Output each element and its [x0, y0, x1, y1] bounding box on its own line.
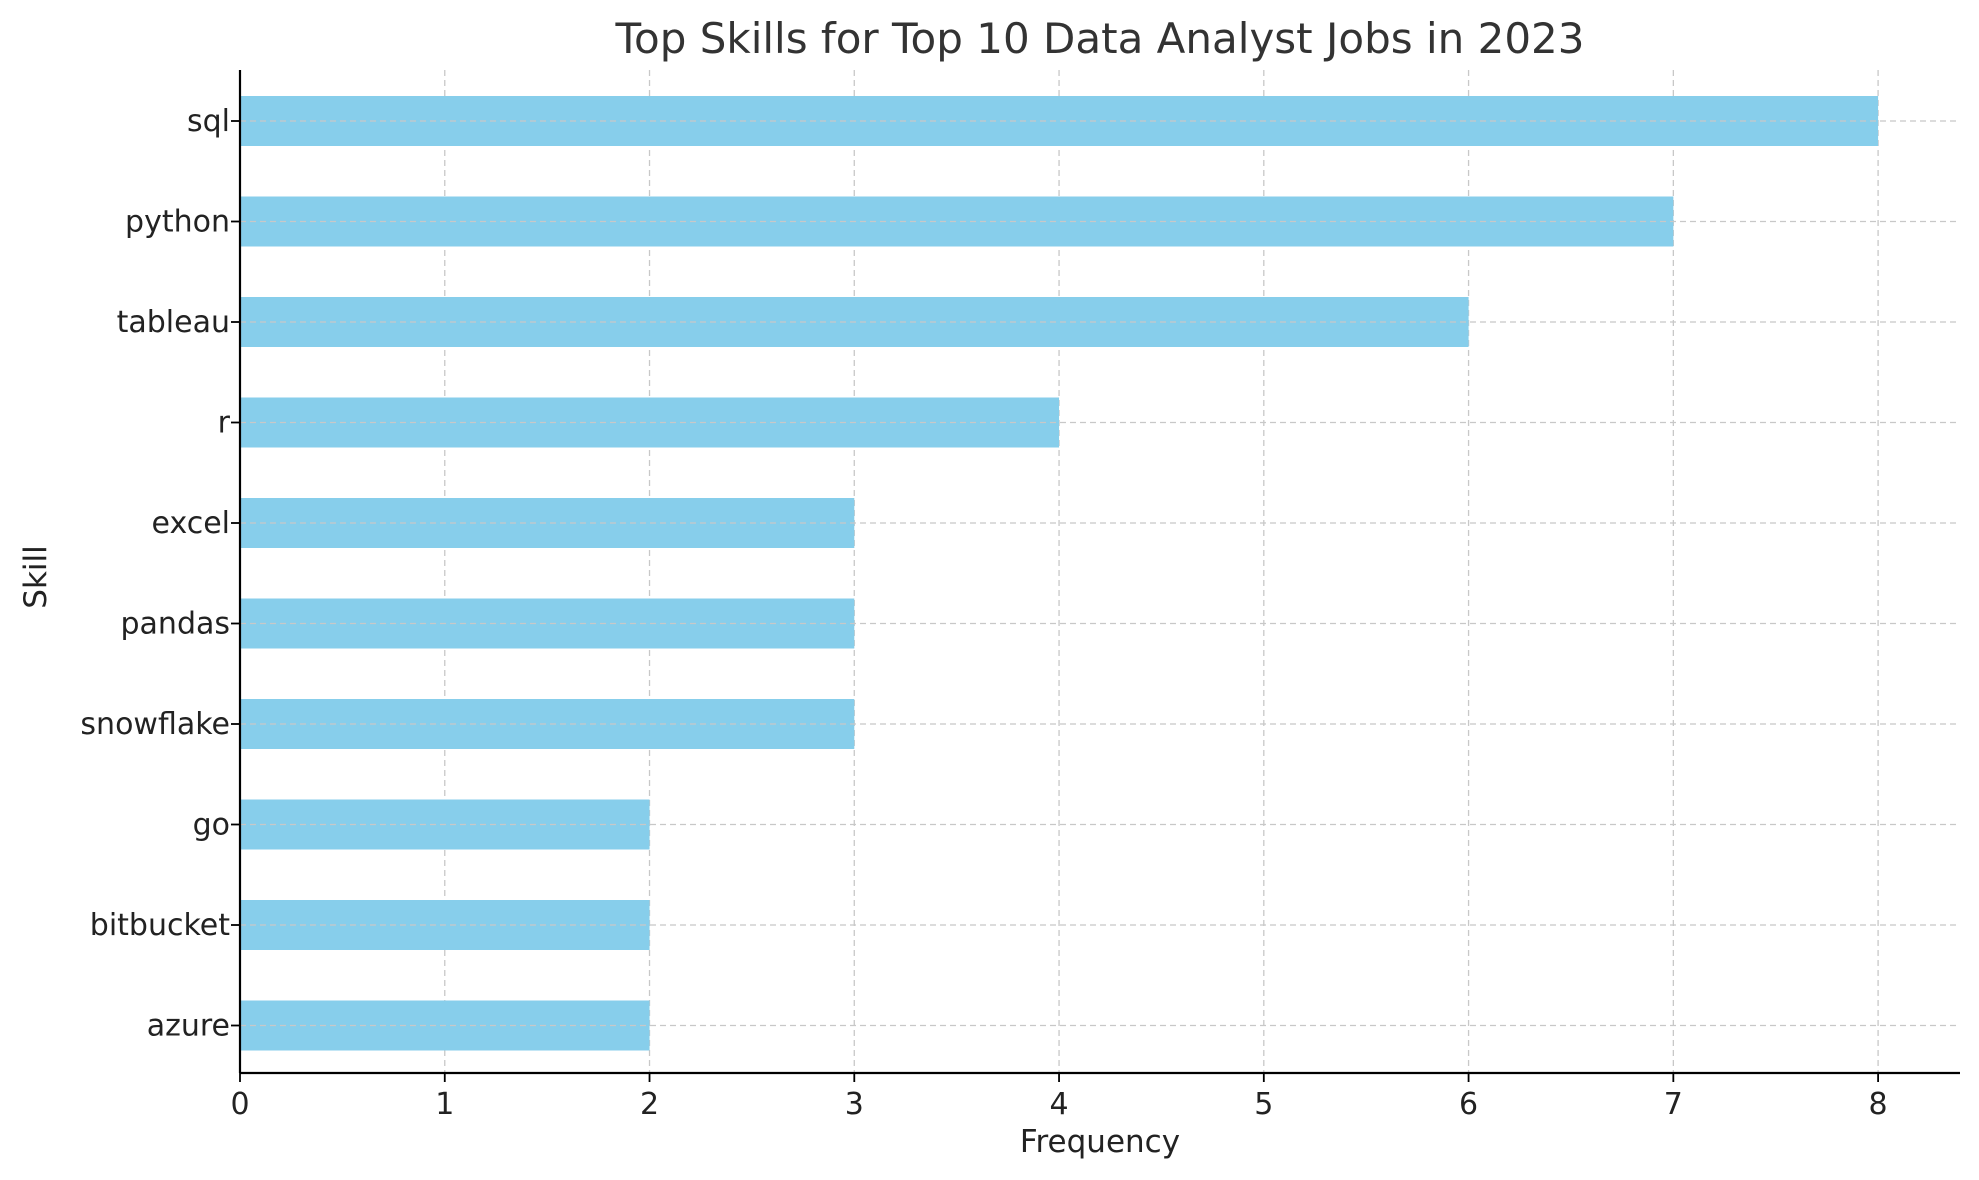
x-tick-label: 3: [845, 1087, 864, 1122]
x-axis-ticks: 0 1 2 3 4 5 6 7 8: [230, 1073, 1888, 1122]
y-tick-label-python: python: [125, 205, 230, 240]
x-tick-label: 0: [230, 1087, 249, 1122]
y-axis-label: Skill: [18, 545, 54, 608]
chart-title: Top Skills for Top 10 Data Analyst Jobs …: [614, 14, 1584, 63]
x-tick-label: 5: [1254, 1087, 1273, 1122]
x-tick-label: 6: [1459, 1087, 1478, 1122]
x-tick-label: 8: [1869, 1087, 1888, 1122]
y-tick-label-azure: azure: [147, 1009, 230, 1044]
y-axis-ticks: sql python tableau r excel pandas snowflake go b…: [80, 104, 240, 1044]
y-tick-label-sql: sql: [187, 104, 230, 139]
x-tick-label: 7: [1664, 1087, 1683, 1122]
bars: [240, 96, 1960, 1051]
x-tick-label: 1: [435, 1087, 454, 1122]
y-tick-label-tableau: tableau: [117, 305, 230, 340]
y-tick-label-go: go: [193, 808, 230, 843]
x-tick-label: 4: [1050, 1087, 1069, 1122]
y-tick-label-excel: excel: [152, 506, 230, 541]
y-tick-label-r: r: [218, 406, 231, 441]
x-tick-label: 2: [640, 1087, 659, 1122]
y-tick-label-snowflake: snowflake: [80, 707, 230, 742]
y-tick-label-pandas: pandas: [121, 607, 231, 642]
x-axis-label: Frequency: [1020, 1124, 1180, 1160]
y-tick-label-bitbucket: bitbucket: [90, 908, 230, 943]
